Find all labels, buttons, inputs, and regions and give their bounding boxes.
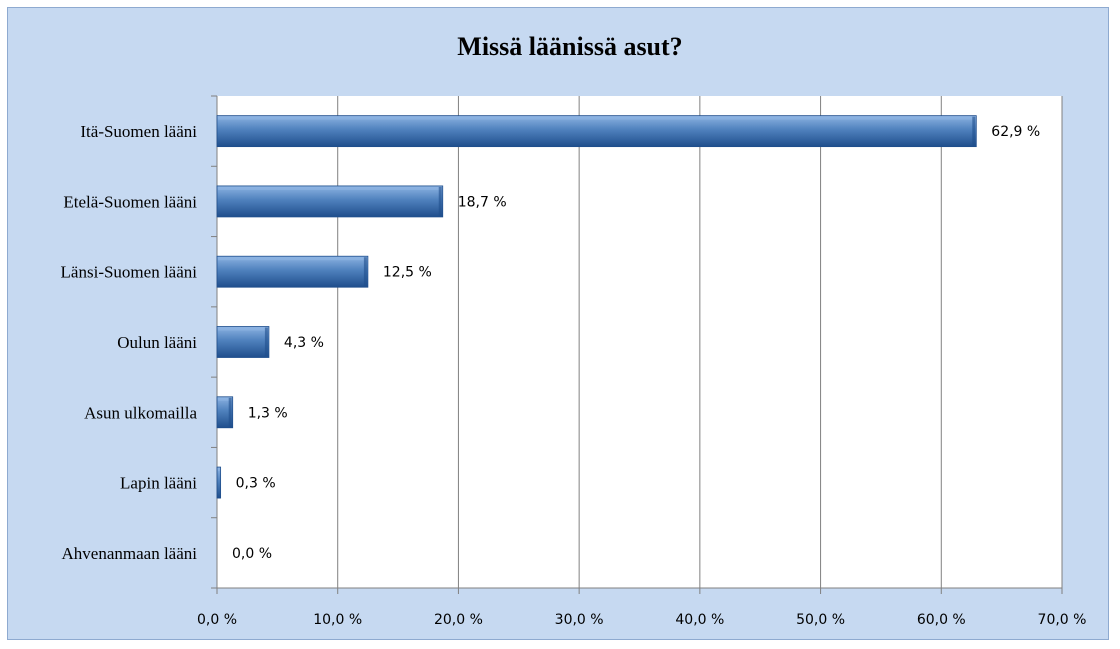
bar bbox=[216, 396, 234, 429]
category-label: Itä-Suomen lääni bbox=[80, 122, 197, 141]
gridlines bbox=[337, 96, 1063, 588]
category-label: Lapin lääni bbox=[120, 474, 197, 493]
category-label: Länsi-Suomen lääni bbox=[61, 263, 198, 282]
bar bbox=[216, 466, 222, 499]
data-label: 12,5 % bbox=[383, 265, 432, 281]
x-tick-label: 70,0 % bbox=[1038, 612, 1087, 628]
x-tick-label: 50,0 % bbox=[796, 612, 845, 628]
plot-area bbox=[217, 96, 1062, 588]
bar bbox=[216, 255, 369, 288]
data-label: 18,7 % bbox=[458, 194, 507, 210]
data-label: 4,3 % bbox=[284, 335, 324, 351]
category-label: Asun ulkomailla bbox=[84, 403, 197, 422]
bar bbox=[216, 185, 444, 218]
data-label: 62,9 % bbox=[991, 124, 1040, 140]
x-tick-label: 30,0 % bbox=[555, 612, 604, 628]
chart-title: Missä läänissä asut? bbox=[457, 32, 682, 61]
x-tick-label: 10,0 % bbox=[313, 612, 362, 628]
category-label: Etelä-Suomen lääni bbox=[63, 192, 197, 211]
data-label: 1,3 % bbox=[248, 405, 288, 421]
bars bbox=[216, 115, 977, 499]
bar bbox=[216, 326, 270, 358]
data-label: 0,0 % bbox=[232, 546, 272, 562]
labels: 0,0 % 10,0 % 20,0 % 30,0 % 40,0 % 50,0 % 60,0 … bbox=[61, 122, 1087, 628]
x-tick-label: 60,0 % bbox=[917, 612, 966, 628]
bar bbox=[216, 115, 977, 148]
x-tick-label: 0,0 % bbox=[197, 612, 237, 628]
x-tick-label: 40,0 % bbox=[675, 612, 724, 628]
data-label: 0,3 % bbox=[236, 476, 276, 492]
x-tick-label: 20,0 % bbox=[434, 612, 483, 628]
category-label: Oulun lääni bbox=[117, 333, 197, 352]
category-label: Ahvenanmaan lääni bbox=[62, 544, 198, 563]
